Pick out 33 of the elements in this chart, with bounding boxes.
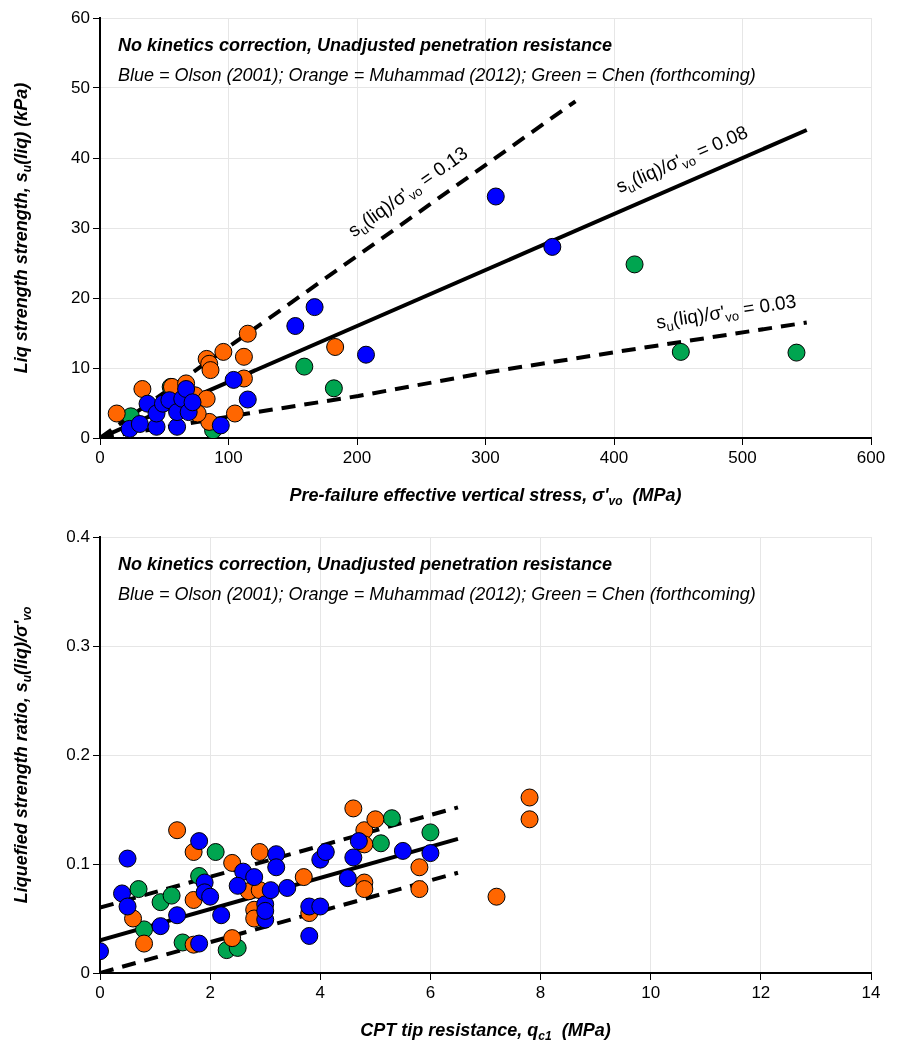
y-tick-label: 0 [80, 427, 90, 447]
y-tick-label: 0 [80, 962, 90, 982]
x-tick-label: 300 [471, 447, 500, 467]
x-tick-label: 2 [205, 982, 215, 1002]
annotation: su(liq)/σ'vo = 0.03 [654, 290, 798, 335]
y-tick-label: 0.4 [66, 526, 90, 546]
y-tick-label: 50 [71, 77, 90, 97]
x-tick-label: 400 [599, 447, 629, 467]
x-tick-label: 4 [315, 982, 326, 1002]
x-tick-label: 200 [342, 447, 372, 467]
y-axis-title: Liq strength strength, su(liq) (kPa) [10, 82, 34, 374]
x-tick-label: 12 [751, 982, 771, 1002]
y-tick-label: 0.3 [66, 635, 90, 655]
annotation: No kinetics correction, Unadjusted penetration resistance [118, 553, 613, 574]
x-tick-label: 100 [214, 447, 243, 467]
x-tick-label: 14 [861, 982, 881, 1002]
x-tick-label: 0 [95, 447, 105, 467]
annotation: Blue = Olson (2001); Orange = Muhammad (2012); Green = Chen (forthcoming) [118, 584, 756, 604]
x-tick-label: 8 [535, 982, 546, 1002]
annotation: No kinetics correction, Unadjusted penetration resistance [118, 34, 613, 55]
y-tick-label: 60 [71, 7, 90, 27]
x-tick-label: 10 [641, 982, 661, 1002]
annotation: Blue = Olson (2001); Orange = Muhammad (2012); Green = Chen (forthcoming) [118, 65, 756, 85]
y-tick-label: 10 [71, 357, 90, 377]
x-tick-label: 600 [856, 447, 886, 467]
x-tick-label: 6 [425, 982, 436, 1002]
x-tick-label: 0 [95, 982, 105, 1002]
y-tick-label: 20 [71, 287, 90, 307]
x-tick-label: 500 [728, 447, 757, 467]
y-tick-label: 0.2 [66, 744, 90, 764]
y-tick-label: 30 [71, 217, 90, 237]
y-tick-label: 40 [71, 147, 90, 167]
y-tick-label: 0.1 [66, 853, 90, 873]
